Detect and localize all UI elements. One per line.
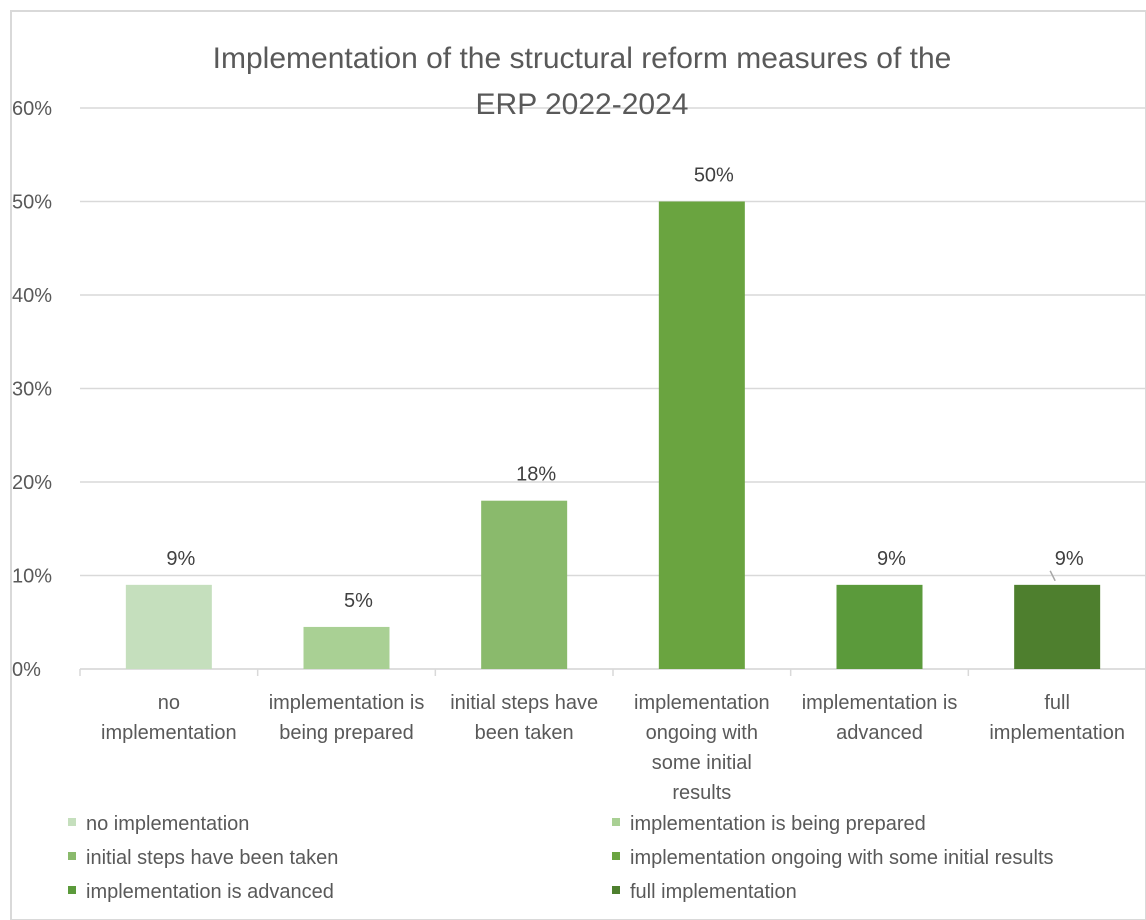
legend-swatch (68, 852, 76, 860)
legend-swatch (612, 852, 620, 860)
y-tick-label: 0% (12, 659, 41, 681)
category-label: full (1044, 692, 1070, 714)
category-label: no (158, 692, 180, 714)
legend-swatch (612, 886, 620, 894)
legend-entry: implementation ongoing with some initial… (612, 847, 1054, 869)
bar (658, 201, 745, 669)
legend-entry: initial steps have been taken (68, 847, 338, 869)
data-label: 9% (1055, 548, 1084, 570)
legend-label: implementation is being prepared (630, 813, 926, 835)
bar (481, 500, 568, 669)
legend-label: implementation is advanced (86, 881, 334, 903)
chart-title-line-1: Implementation of the structural reform … (213, 42, 952, 75)
category-label: implementation is (802, 692, 958, 714)
x-axis-category-labels: no implementation implementation is being p… (101, 692, 1125, 804)
y-tick-label: 20% (12, 472, 52, 494)
data-labels: 9% 5% 18% 50% 9% 9% (166, 165, 1083, 612)
legend-entry: implementation is advanced (68, 881, 334, 903)
y-tick-label: 40% (12, 285, 52, 307)
category-label: ongoing with (646, 722, 758, 744)
legend-entry: no implementation (68, 813, 249, 835)
gridlines (79, 107, 1146, 676)
legend-entry: implementation is being prepared (612, 813, 926, 835)
chart-title: Implementation of the structural reform … (213, 42, 952, 121)
y-tick-label: 10% (12, 566, 52, 588)
data-label: 18% (516, 464, 556, 486)
y-axis-tick-labels: 0% 10% 20% 30% 40% 50% 60% (12, 98, 52, 681)
category-label: some initial (652, 752, 752, 774)
legend-swatch (612, 818, 620, 826)
category-label: implementation (634, 692, 770, 714)
legend-label: initial steps have been taken (86, 847, 338, 869)
category-label: implementation is (269, 692, 425, 714)
legend-entry: full implementation (612, 881, 797, 903)
legend-swatch (68, 886, 76, 894)
bar (1014, 584, 1101, 669)
data-label: 9% (166, 548, 195, 570)
data-label: 50% (694, 165, 734, 187)
category-label: been taken (475, 722, 574, 744)
bars (125, 201, 1101, 669)
chart-border (10, 10, 1146, 920)
legend-label: no implementation (86, 813, 249, 835)
data-label: 5% (344, 590, 373, 612)
category-label: advanced (836, 722, 923, 744)
bar (125, 584, 212, 669)
y-tick-label: 50% (12, 192, 52, 214)
legend: no implementation implementation is being… (68, 813, 1054, 903)
legend-swatch (68, 818, 76, 826)
chart-title-line-2: ERP 2022-2024 (476, 88, 689, 121)
bar (836, 584, 923, 669)
category-label: results (672, 782, 731, 804)
bar (303, 626, 390, 669)
legend-label: implementation ongoing with some initial… (630, 847, 1054, 869)
category-label: initial steps have (450, 692, 598, 714)
category-label: being prepared (279, 722, 414, 744)
y-tick-label: 30% (12, 379, 52, 401)
legend-label: full implementation (630, 881, 797, 903)
category-label: implementation (989, 722, 1125, 744)
y-tick-label: 60% (12, 98, 52, 120)
category-label: implementation (101, 722, 237, 744)
data-label-leader-line (1049, 570, 1056, 582)
data-label: 9% (877, 548, 906, 570)
